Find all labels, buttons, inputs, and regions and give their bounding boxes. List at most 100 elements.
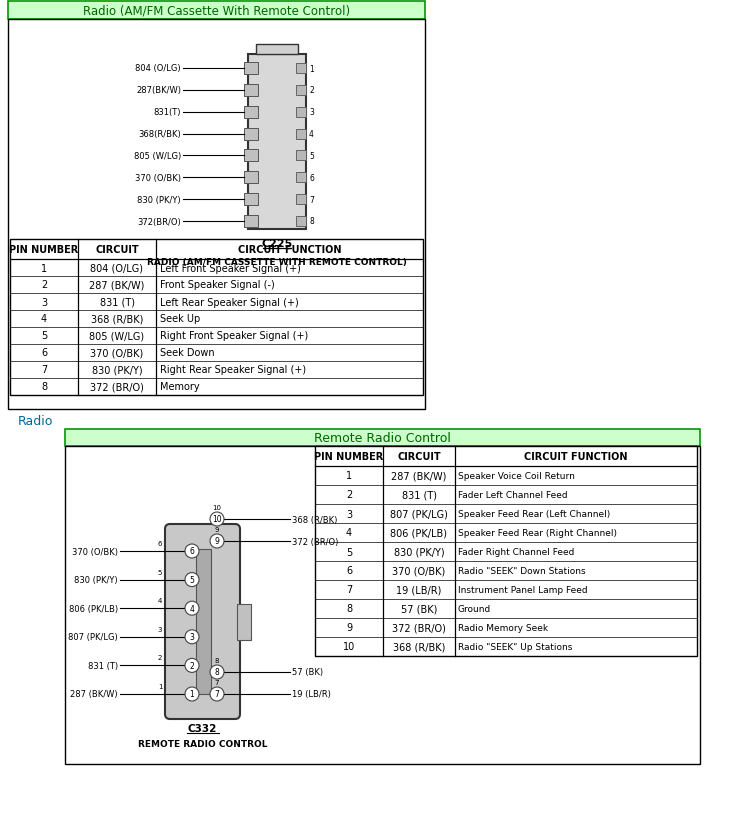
Text: 4: 4 xyxy=(346,528,352,538)
Text: Radio Memory Seek: Radio Memory Seek xyxy=(458,623,548,632)
Text: 287 (BK/W): 287 (BK/W) xyxy=(70,690,118,699)
Bar xyxy=(296,217,306,227)
Text: 9: 9 xyxy=(214,527,220,532)
Text: 2: 2 xyxy=(158,654,163,661)
Text: 7: 7 xyxy=(346,585,352,595)
Text: 5: 5 xyxy=(41,331,47,341)
Text: 5: 5 xyxy=(190,576,195,585)
Circle shape xyxy=(210,513,224,527)
Bar xyxy=(296,173,306,183)
Text: Left Rear Speaker Signal (+): Left Rear Speaker Signal (+) xyxy=(160,297,299,307)
Text: 807 (PK/LG): 807 (PK/LG) xyxy=(390,509,448,519)
Text: 804 (O/LG): 804 (O/LG) xyxy=(135,65,181,74)
Bar xyxy=(244,150,258,162)
Text: 4: 4 xyxy=(41,314,47,324)
Circle shape xyxy=(185,545,199,559)
Text: 830 (PK/Y): 830 (PK/Y) xyxy=(92,365,142,375)
Circle shape xyxy=(185,687,199,701)
Text: 370 (O/BK): 370 (O/BK) xyxy=(90,348,143,358)
Text: 830 (PK/Y): 830 (PK/Y) xyxy=(394,547,444,557)
Text: 372(BR/O): 372(BR/O) xyxy=(138,217,181,226)
Text: PIN NUMBER: PIN NUMBER xyxy=(314,451,384,461)
Text: 806 (PK/LB): 806 (PK/LB) xyxy=(69,604,118,613)
Text: Radio (AM/FM Cassette With Remote Control): Radio (AM/FM Cassette With Remote Contro… xyxy=(83,4,350,17)
Bar xyxy=(244,172,258,184)
Text: CIRCUIT FUNCTION: CIRCUIT FUNCTION xyxy=(238,245,341,255)
Text: 806 (PK/LB): 806 (PK/LB) xyxy=(390,528,447,538)
Text: 831(T): 831(T) xyxy=(154,108,181,117)
Text: 6: 6 xyxy=(158,541,163,546)
Text: 287 (BK/W): 287 (BK/W) xyxy=(89,280,145,290)
Text: 5: 5 xyxy=(309,152,314,161)
Text: 831 (T): 831 (T) xyxy=(401,490,436,500)
Text: 370 (O/BK): 370 (O/BK) xyxy=(135,174,181,183)
Text: Seek Up: Seek Up xyxy=(160,314,201,324)
Text: RADIO (AM/FM CASSETTE WITH REMOTE CONTROL): RADIO (AM/FM CASSETTE WITH REMOTE CONTRO… xyxy=(147,257,407,266)
Bar xyxy=(244,63,258,75)
Text: 6: 6 xyxy=(346,566,352,576)
Text: 807 (PK/LG): 807 (PK/LG) xyxy=(68,632,118,641)
Text: 10: 10 xyxy=(212,515,222,524)
Bar xyxy=(296,86,306,96)
Text: 8: 8 xyxy=(309,217,314,226)
Bar xyxy=(256,45,298,55)
Bar xyxy=(244,129,258,140)
Text: 8: 8 xyxy=(214,657,220,663)
Text: Radio "SEEK" Down Stations: Radio "SEEK" Down Stations xyxy=(458,566,586,575)
Text: 372 (BR/O): 372 (BR/O) xyxy=(90,382,144,392)
Text: Remote Radio Control: Remote Radio Control xyxy=(314,432,451,445)
Text: 831 (T): 831 (T) xyxy=(88,661,118,670)
Bar xyxy=(244,84,258,97)
Text: CIRCUIT: CIRCUIT xyxy=(95,245,139,255)
Text: 10: 10 xyxy=(212,505,222,510)
Circle shape xyxy=(185,573,199,587)
Text: Left Front Speaker Signal (+): Left Front Speaker Signal (+) xyxy=(160,263,301,274)
Text: Memory: Memory xyxy=(160,382,200,392)
Bar xyxy=(296,129,306,139)
Text: Speaker Voice Coil Return: Speaker Voice Coil Return xyxy=(458,472,575,481)
Bar xyxy=(196,550,211,695)
Text: CIRCUIT FUNCTION: CIRCUIT FUNCTION xyxy=(524,451,628,461)
Bar xyxy=(248,55,306,229)
Text: 5: 5 xyxy=(158,569,163,575)
Bar xyxy=(8,20,425,410)
Bar xyxy=(65,429,700,446)
Text: Front Speaker Signal (-): Front Speaker Signal (-) xyxy=(160,280,274,290)
Text: 5: 5 xyxy=(346,547,352,557)
Text: 3: 3 xyxy=(190,632,195,641)
Text: 3: 3 xyxy=(41,297,47,307)
Text: 1: 1 xyxy=(346,471,352,481)
Bar xyxy=(237,604,251,640)
Text: Instrument Panel Lamp Feed: Instrument Panel Lamp Feed xyxy=(458,586,588,595)
Circle shape xyxy=(210,665,224,679)
Circle shape xyxy=(185,601,199,615)
FancyBboxPatch shape xyxy=(165,524,240,719)
Text: Seek Down: Seek Down xyxy=(160,348,214,358)
Text: 7: 7 xyxy=(309,196,314,205)
Bar xyxy=(244,215,258,228)
Circle shape xyxy=(210,687,224,701)
Text: 19 (LB/R): 19 (LB/R) xyxy=(396,585,441,595)
Text: 6: 6 xyxy=(309,174,314,183)
Text: 8: 8 xyxy=(346,604,352,613)
Text: 4: 4 xyxy=(309,130,314,139)
Text: 3: 3 xyxy=(346,509,352,519)
Bar xyxy=(65,446,700,764)
Text: CIRCUIT: CIRCUIT xyxy=(397,451,441,461)
Text: 6: 6 xyxy=(190,547,195,556)
Text: 368 (R/BK): 368 (R/BK) xyxy=(91,314,143,324)
Text: 831 (T): 831 (T) xyxy=(100,297,135,307)
Text: Right Rear Speaker Signal (+): Right Rear Speaker Signal (+) xyxy=(160,365,306,375)
Text: 8: 8 xyxy=(41,382,47,392)
Text: Speaker Feed Rear (Left Channel): Speaker Feed Rear (Left Channel) xyxy=(458,509,610,518)
Text: 287 (BK/W): 287 (BK/W) xyxy=(392,471,447,481)
Text: C332: C332 xyxy=(188,723,217,733)
Text: 287(BK/W): 287(BK/W) xyxy=(136,86,181,95)
Text: 370 (O/BK): 370 (O/BK) xyxy=(72,547,118,556)
Text: Fader Right Channel Feed: Fader Right Channel Feed xyxy=(458,547,575,556)
Text: Fader Left Channel Feed: Fader Left Channel Feed xyxy=(458,491,567,500)
Text: 368 (R/BK): 368 (R/BK) xyxy=(393,642,445,652)
Text: 1: 1 xyxy=(309,65,314,74)
Text: 10: 10 xyxy=(343,642,355,652)
Text: Speaker Feed Rear (Right Channel): Speaker Feed Rear (Right Channel) xyxy=(458,528,617,537)
